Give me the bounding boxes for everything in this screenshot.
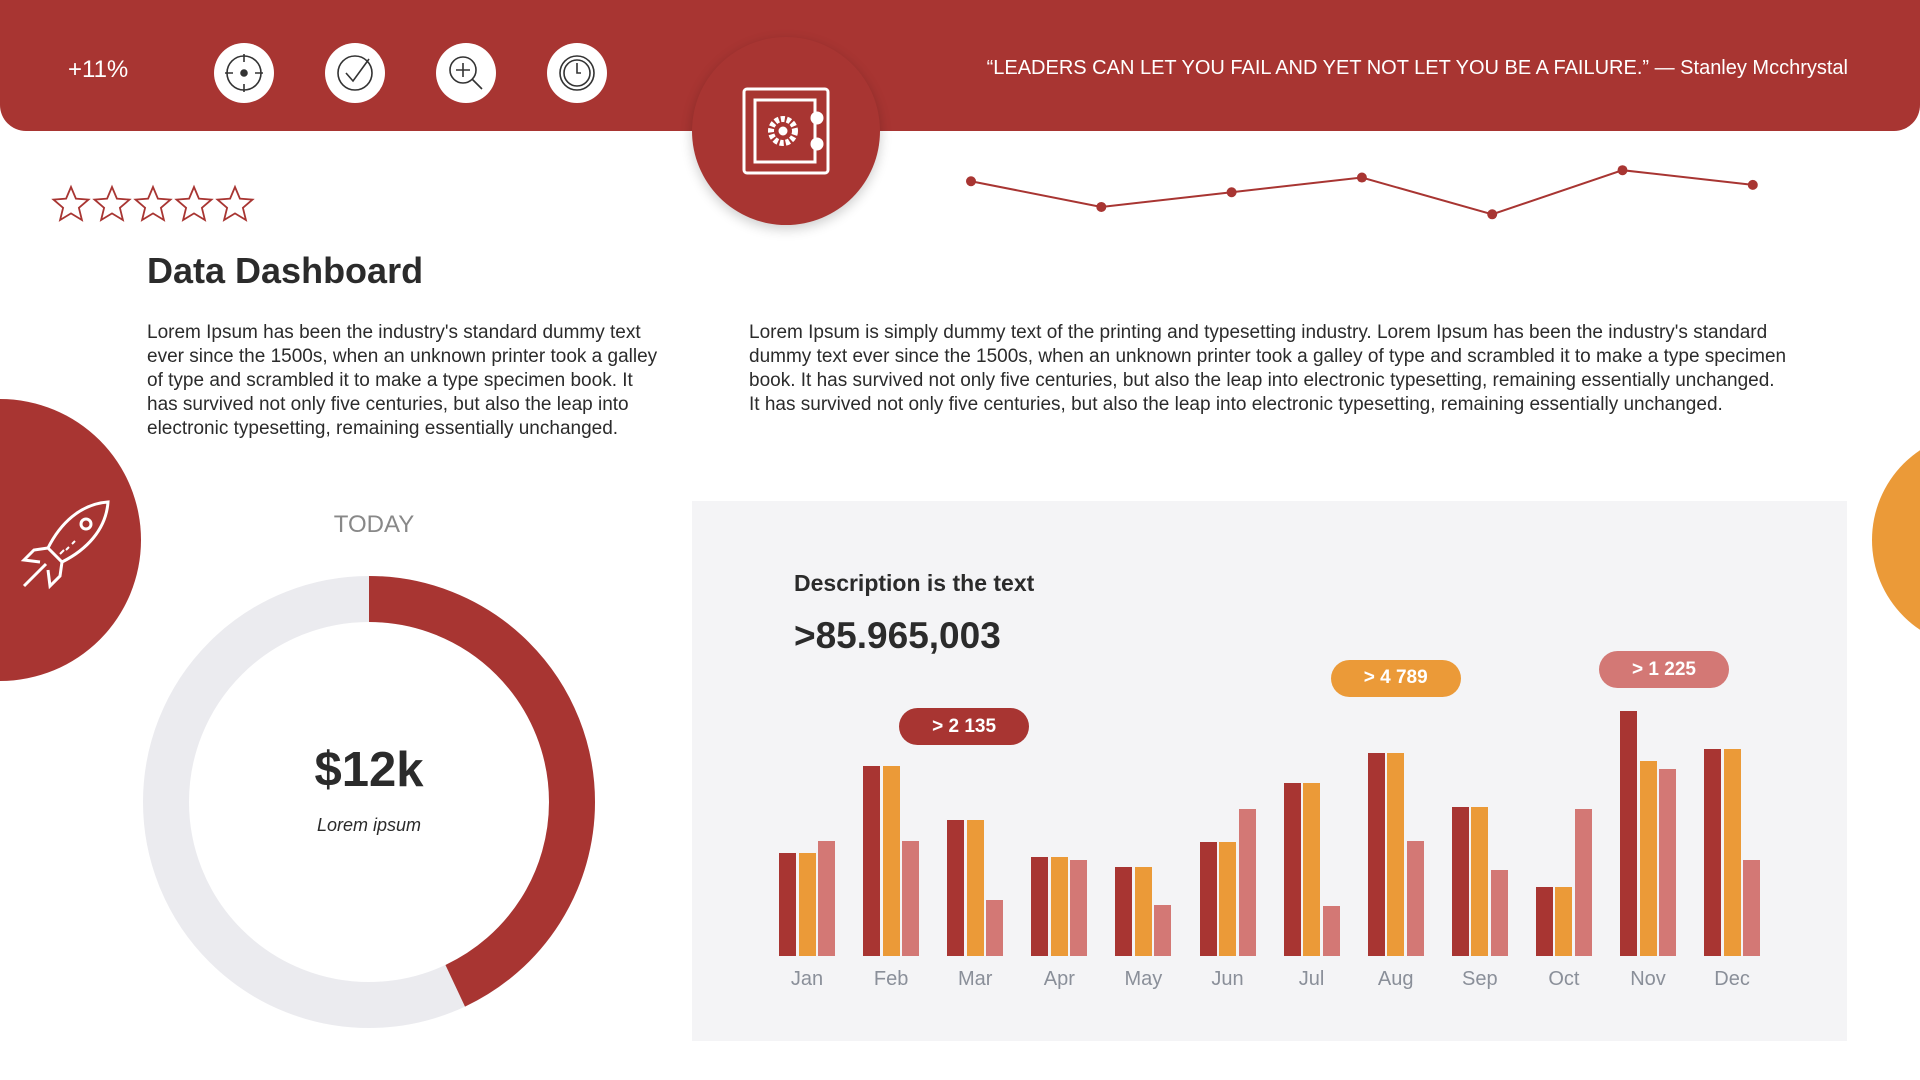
donut-amount: $12k <box>314 743 424 797</box>
value-badge: > 2 135 <box>899 708 1030 746</box>
decorative-circle <box>1872 450 1920 630</box>
bar-jul-s1 <box>1283 783 1301 956</box>
safe-badge <box>692 37 880 225</box>
bar-may-s2 <box>1134 866 1152 956</box>
bar-aug-s3 <box>1406 840 1424 956</box>
star-icon[interactable] <box>92 184 132 224</box>
value-badge: > 4 789 <box>1330 659 1461 697</box>
line-point <box>1356 172 1367 183</box>
bar-may-s3 <box>1154 904 1172 956</box>
bar-nov-s1 <box>1620 711 1637 956</box>
description-paragraph: Lorem Ipsum is simply dummy text of the … <box>749 322 1787 415</box>
bar-feb-s3 <box>902 840 920 956</box>
quote: “LEADERS CAN LET YOU FAIL AND YET NOT LE… <box>986 57 1848 79</box>
star-rating[interactable] <box>51 184 255 224</box>
star-icon[interactable] <box>51 184 91 224</box>
bar-feb-s1 <box>863 766 881 956</box>
line-point <box>1096 201 1107 212</box>
bar-dec-s3 <box>1743 860 1761 956</box>
line-point <box>1487 209 1498 220</box>
bar-sep-s3 <box>1490 870 1508 956</box>
bar-oct-s2 <box>1555 887 1573 956</box>
bar-mar-s1 <box>947 820 965 956</box>
month-label: May <box>1124 968 1163 990</box>
month-label: Sep <box>1462 968 1498 990</box>
month-label: Oct <box>1548 968 1580 990</box>
page-title: Data Dashboard <box>147 250 424 291</box>
line-point <box>1617 165 1628 176</box>
month-label: Jan <box>790 968 824 990</box>
bar-jun-s1 <box>1199 842 1217 956</box>
donut-progress <box>143 576 595 1028</box>
panel-value: >85.965,003 <box>794 615 1001 656</box>
bar-jul-s2 <box>1303 783 1321 956</box>
rocket-badge <box>0 399 141 681</box>
month-label: Nov <box>1630 968 1666 990</box>
bar-sep-s1 <box>1451 806 1469 956</box>
month-label: Jul <box>1298 968 1325 990</box>
bar-apr-s2 <box>1050 856 1068 956</box>
clock-icon[interactable] <box>547 43 607 103</box>
line-chart <box>966 165 1758 220</box>
bar-sep-s2 <box>1471 806 1489 956</box>
star-icon[interactable] <box>133 184 173 224</box>
month-label: Jun <box>1211 968 1244 990</box>
donut-title: TODAY <box>333 511 415 538</box>
bar-may-s1 <box>1115 866 1133 956</box>
line-point <box>1226 187 1237 198</box>
month-label: Mar <box>957 968 993 990</box>
check-icon[interactable] <box>325 43 385 103</box>
month-label: Apr <box>1043 968 1075 990</box>
rocket-icon <box>20 500 110 590</box>
header-bar <box>0 0 1920 131</box>
month-label: Dec <box>1714 968 1750 990</box>
bar-jan-s1 <box>779 853 796 956</box>
donut-caption: Lorem ipsum <box>316 815 422 835</box>
bar-oct-s1 <box>1535 887 1553 956</box>
donut-chart <box>143 576 595 1028</box>
bar-aug-s2 <box>1387 752 1405 956</box>
star-icon[interactable] <box>215 184 255 224</box>
bar-dec-s2 <box>1723 749 1741 956</box>
intro-paragraph: Lorem Ipsum has been the industry's stan… <box>147 322 658 439</box>
bar-feb-s2 <box>882 766 900 956</box>
growth-stat: +11% <box>68 56 129 83</box>
bar-oct-s3 <box>1574 809 1592 956</box>
bar-jun-s3 <box>1238 809 1256 956</box>
line-point <box>1747 179 1758 190</box>
bar-jan-s2 <box>798 853 816 956</box>
bar-dec-s1 <box>1704 749 1722 956</box>
safe-icon <box>742 87 830 175</box>
bar-apr-s3 <box>1070 860 1088 956</box>
panel-description: Description is the text <box>794 570 1035 596</box>
bar-mar-s3 <box>986 899 1004 956</box>
bar-nov-s3 <box>1659 768 1676 956</box>
bar-aug-s1 <box>1367 752 1385 956</box>
bar-apr-s1 <box>1031 856 1049 956</box>
value-badge: > 1 225 <box>1599 651 1729 689</box>
month-label: Aug <box>1377 968 1414 990</box>
bar-nov-s2 <box>1639 761 1657 956</box>
star-icon[interactable] <box>174 184 214 224</box>
zoom-in-icon[interactable] <box>436 43 496 103</box>
month-label: Feb <box>873 968 909 990</box>
bar-jan-s3 <box>818 840 835 956</box>
bar-mar-s2 <box>966 820 984 956</box>
bar-jul-s3 <box>1322 905 1340 956</box>
target-icon[interactable] <box>214 43 274 103</box>
bar-jun-s2 <box>1219 842 1236 956</box>
line-point <box>966 176 976 187</box>
